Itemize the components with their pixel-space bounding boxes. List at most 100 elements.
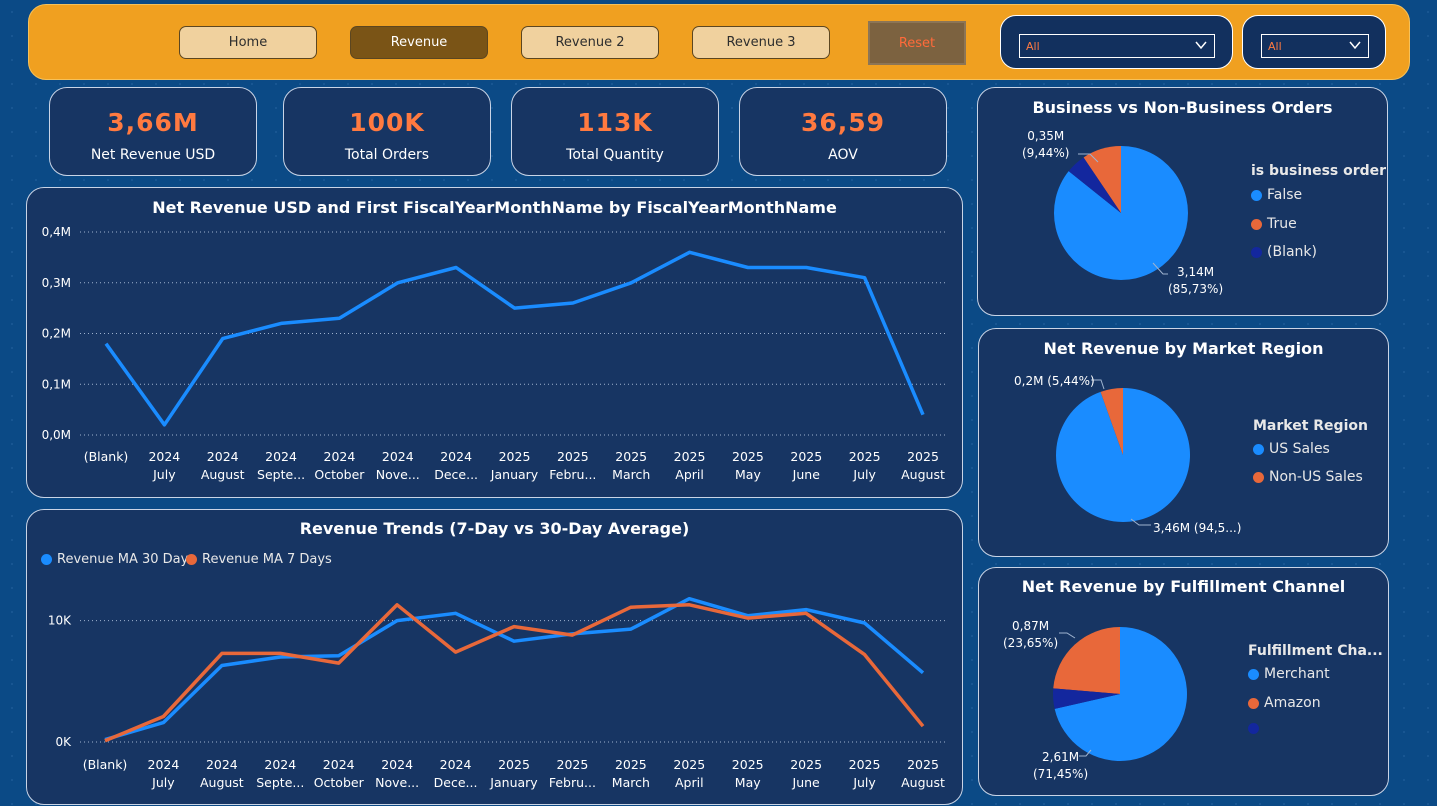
- legend-label: Revenue MA 7 Days: [202, 552, 332, 567]
- label-leader-line: [1130, 518, 1151, 526]
- x-tick-label: (Blank): [84, 449, 129, 464]
- x-tick-label: April: [675, 467, 704, 482]
- x-tick-label: 2024: [440, 757, 472, 772]
- x-tick-label: June: [792, 467, 821, 482]
- nav-revenue-button[interactable]: Revenue: [350, 26, 488, 59]
- x-tick-label: June: [792, 775, 821, 790]
- filter-dropdown-1-value: All: [1026, 39, 1040, 53]
- legend-item-blank[interactable]: (Blank): [1251, 244, 1317, 260]
- pie-slice: [1056, 388, 1191, 522]
- slice-data-label: 2,61M (71,45%): [1033, 750, 1089, 781]
- x-tick-label: 2025: [498, 757, 530, 772]
- legend-dot: [186, 554, 197, 565]
- nav-revenue3-button[interactable]: Revenue 3: [692, 26, 830, 59]
- x-tick-label: Febru...: [549, 467, 596, 482]
- x-tick-label: August: [200, 775, 244, 790]
- filter-dropdown-2-value: All: [1268, 39, 1282, 53]
- pie-slice: [1054, 627, 1188, 761]
- legend-label: US Sales: [1269, 441, 1330, 457]
- kpi-value: 36,59: [800, 108, 886, 137]
- legend-item-amazon[interactable]: Amazon: [1248, 695, 1321, 711]
- legend-item-us-sales[interactable]: US Sales: [1253, 441, 1330, 457]
- kpi-value: 113K: [577, 108, 653, 137]
- x-tick-label: May: [735, 467, 761, 482]
- x-tick-label: July: [852, 467, 876, 482]
- legend-dot: [1251, 218, 1262, 230]
- filter-dropdown-1[interactable]: All: [1019, 34, 1215, 58]
- chart-title: Net Revenue by Market Region: [1043, 339, 1324, 358]
- pie-slice: [1083, 146, 1121, 213]
- x-tick-label: 2024: [206, 757, 238, 772]
- legend-title: Fulfillment Cha...: [1248, 643, 1383, 659]
- chart-title: Net Revenue by Fulfillment Channel: [1021, 577, 1346, 596]
- y-tick-label: 0,2M: [42, 327, 71, 341]
- pie-slice: [1053, 146, 1188, 280]
- y-tick-label: 0,3M: [42, 276, 71, 290]
- x-tick-label: 2025: [849, 449, 881, 464]
- business-orders-pie-chart[interactable]: [978, 88, 1387, 315]
- kpi-card-net-revenue: 3,66M Net Revenue USD: [49, 87, 257, 176]
- legend-label: Amazon: [1264, 695, 1321, 711]
- kpi-value: 3,66M: [107, 108, 199, 137]
- x-tick-label: Febru...: [549, 775, 596, 790]
- nav-home-button[interactable]: Home: [179, 26, 317, 59]
- legend-item-ma7[interactable]: Revenue MA 7 Days: [186, 552, 332, 567]
- x-tick-label: April: [675, 775, 704, 790]
- revenue-trends-line-chart[interactable]: 10K 0K (Blank) 2024 July 2024 August 2024 Septe.…: [27, 510, 962, 804]
- legend-label: False: [1267, 187, 1303, 203]
- pie-slice: [1052, 688, 1120, 709]
- x-tick-label: 2024: [323, 757, 355, 772]
- pie-slice: [1053, 627, 1120, 694]
- x-tick-label: August: [201, 467, 245, 482]
- x-tick-label: 2025: [615, 449, 647, 464]
- kpi-card-aov: 36,59 AOV: [739, 87, 947, 176]
- kpi-card-total-quantity: 113K Total Quantity: [511, 87, 719, 176]
- legend-label: Merchant: [1264, 666, 1330, 682]
- label-leader-line: [1078, 153, 1099, 163]
- x-tick-label: Nove...: [376, 467, 420, 482]
- x-tick-label: 2025: [907, 449, 939, 464]
- legend-item-false[interactable]: False: [1251, 187, 1302, 203]
- slice-data-label: 0,87M (23,65%): [1003, 619, 1059, 650]
- kpi-label: AOV: [828, 147, 858, 163]
- legend-dot: [1248, 697, 1259, 709]
- slice-data-label: 0,35M (9,44%): [1022, 129, 1070, 160]
- market-region-pie-chart[interactable]: [979, 329, 1388, 556]
- legend-item-blank[interactable]: [1248, 723, 1264, 734]
- legend-item-ma30[interactable]: Revenue MA 30 Days: [41, 552, 195, 567]
- kpi-label: Total Orders: [344, 147, 430, 163]
- legend-item-true[interactable]: True: [1251, 216, 1297, 232]
- legend-item-merchant[interactable]: Merchant: [1248, 666, 1330, 682]
- reset-button[interactable]: Reset: [868, 21, 966, 65]
- x-tick-label: 2025: [732, 449, 764, 464]
- x-tick-label: Septe...: [257, 467, 305, 482]
- business-orders-pie-card: Business vs Non-Business Orders 0,35M (9…: [977, 87, 1388, 316]
- x-tick-label: Septe...: [256, 775, 304, 790]
- x-tick-label: July: [152, 467, 176, 482]
- pie-slice: [1068, 157, 1121, 213]
- x-tick-label: 2024: [264, 757, 296, 772]
- market-region-pie-card: Net Revenue by Market Region 0,2M (5,44%…: [978, 328, 1389, 557]
- fulfillment-channel-pie-chart[interactable]: [979, 568, 1388, 795]
- chart-title: Net Revenue USD and First FiscalYearMont…: [152, 198, 837, 217]
- x-tick-label: Dece...: [434, 775, 478, 790]
- filter-dropdown-2[interactable]: All: [1261, 34, 1369, 58]
- legend-dot: [41, 554, 52, 565]
- nav-revenue2-button[interactable]: Revenue 2: [521, 26, 659, 59]
- net-revenue-line-chart[interactable]: 0,4M 0,3M 0,2M 0,1M 0,0M (Blank) 2024 July 2024 A…: [27, 188, 962, 497]
- legend-dot: [1248, 668, 1259, 680]
- x-tick-label: July: [151, 775, 175, 790]
- chevron-down-icon: [1195, 41, 1207, 50]
- legend-item-non-us-sales[interactable]: Non-US Sales: [1253, 469, 1363, 485]
- y-tick-label: 0,4M: [42, 225, 71, 239]
- y-tick-label: 0,1M: [42, 377, 71, 391]
- x-tick-label: 2024: [148, 449, 180, 464]
- x-tick-label: 2025: [732, 757, 764, 772]
- legend-dot: [1251, 189, 1262, 201]
- legend-title: is business order: [1251, 163, 1387, 179]
- x-tick-label: 2024: [382, 449, 414, 464]
- legend-label: (Blank): [1267, 244, 1317, 260]
- slice-data-label: 0,2M (5,44%): [1014, 374, 1095, 388]
- x-tick-label: May: [735, 775, 761, 790]
- label-leader-line: [1059, 632, 1076, 639]
